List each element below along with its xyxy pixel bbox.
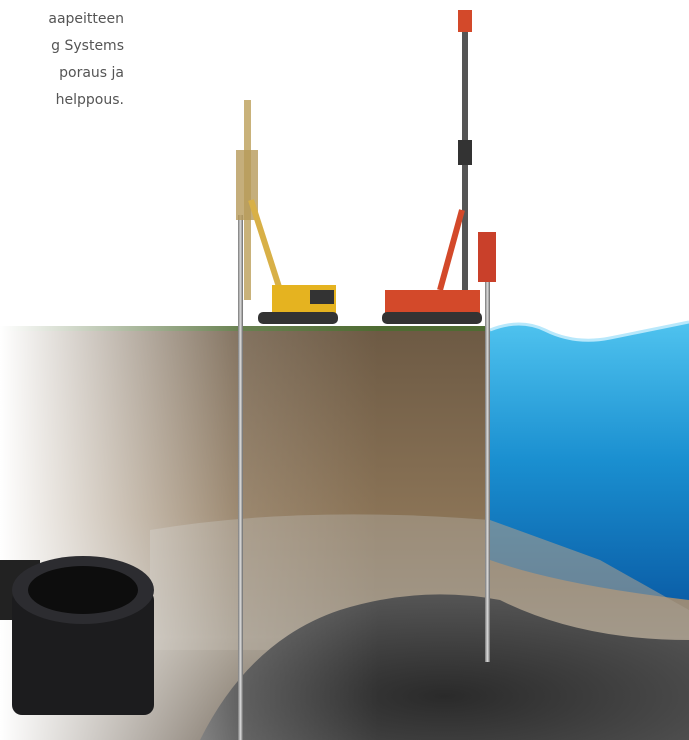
pipe-fitting [0, 556, 154, 715]
text-line: helppous. [55, 92, 124, 108]
orange-rig [382, 10, 496, 324]
yellow-rig [236, 100, 338, 324]
text-line: g Systems [51, 38, 124, 54]
pipes [238, 215, 490, 740]
text-line: aapeitteen [48, 11, 124, 27]
text-line: poraus ja [59, 65, 124, 81]
intro-text: aapeitteen g Systems poraus ja helppous. [0, 6, 124, 114]
